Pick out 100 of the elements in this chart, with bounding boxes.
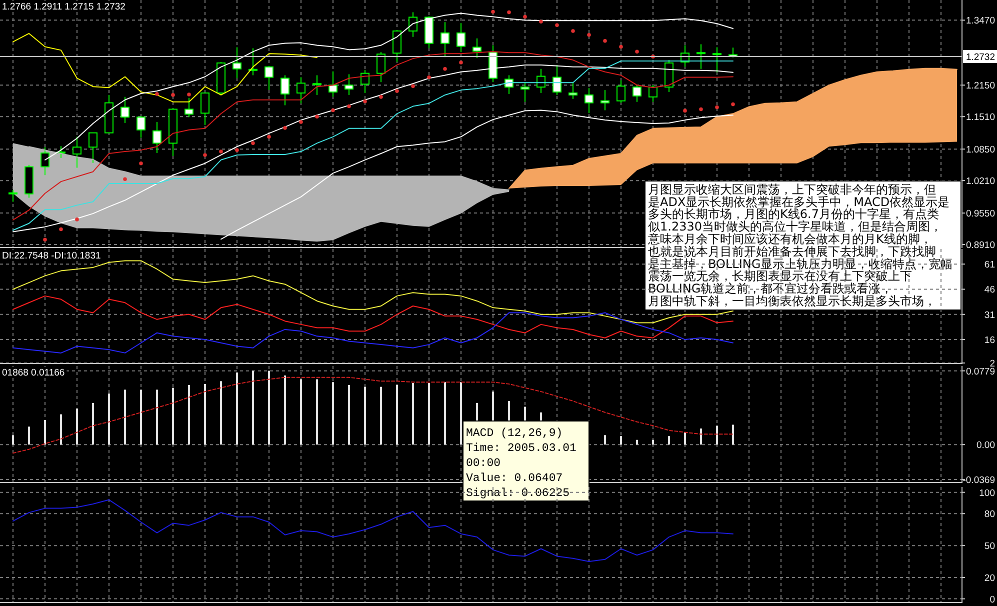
bar [460, 382, 462, 445]
bar [348, 384, 350, 445]
candlestick [392, 30, 402, 62]
y-tick-label: 0.00 [976, 440, 995, 452]
point [507, 10, 511, 14]
bar [604, 435, 606, 445]
point [427, 75, 431, 80]
point [699, 107, 703, 112]
y-tick-label: 1.2150 [966, 80, 995, 92]
y-tick-label: 61 [984, 260, 995, 271]
bar [380, 386, 382, 445]
point [619, 44, 623, 49]
point [459, 60, 463, 64]
annotation: 00:00 [466, 457, 501, 470]
candlestick [88, 132, 98, 164]
point [315, 114, 319, 119]
point [203, 153, 207, 157]
bar [236, 372, 238, 445]
line-series [12, 499, 734, 562]
candlestick [72, 136, 82, 168]
bar [332, 382, 334, 445]
candlestick [376, 52, 386, 83]
point [347, 104, 351, 108]
y-tick-label: -0.0369 [962, 475, 995, 486]
point [219, 150, 223, 154]
y-tick-label: 31 [984, 310, 995, 321]
candlestick [520, 82, 530, 102]
annotation: MACD (12,26,9) [466, 427, 563, 440]
point [59, 227, 63, 232]
annotation: Value: 0.06407 [466, 472, 563, 485]
candlestick [8, 189, 18, 202]
candlestick [184, 97, 194, 118]
bar [12, 435, 14, 445]
point [555, 23, 559, 27]
point [75, 218, 79, 222]
y-tick-label: 0.0779 [966, 366, 995, 378]
point [603, 38, 607, 43]
y-tick-label: 0.8910 [966, 240, 995, 252]
y-tick-label: 1.0850 [966, 144, 995, 156]
point [523, 14, 527, 19]
bar [252, 370, 254, 445]
bar [92, 402, 94, 445]
candlestick [232, 46, 242, 79]
point [571, 29, 575, 33]
annotation: 意味本月余下时间应该还有机会做本月的月K线的脚， [647, 232, 932, 246]
candlestick [136, 116, 146, 138]
chart-title: 01868 0.01166 [2, 368, 65, 378]
bar [412, 383, 414, 445]
bar [636, 440, 638, 445]
point [443, 66, 447, 71]
bar [28, 426, 30, 445]
y-tick-label: 100 [979, 488, 995, 499]
candlestick [152, 122, 162, 154]
y-tick-label: 1.1510 [966, 112, 995, 124]
bar [60, 414, 62, 445]
point [731, 102, 735, 106]
chart-title: DI:22.7548 -DI:10.1831 [2, 250, 101, 262]
bar [76, 408, 78, 445]
annotation: 是ADX显示长期依然掌握在多头手中，MACD依然显示是 [648, 194, 950, 209]
candlestick [632, 84, 642, 102]
candlestick [600, 90, 610, 111]
candlestick [360, 69, 370, 94]
bar [620, 436, 622, 445]
bar [396, 384, 398, 445]
bar [268, 370, 270, 445]
point [635, 50, 639, 54]
point [283, 126, 287, 130]
point [491, 10, 495, 14]
point [379, 95, 383, 99]
bar [140, 390, 142, 445]
bar [428, 383, 430, 445]
candlestick [568, 82, 578, 100]
candlestick [312, 74, 322, 96]
candlestick [456, 22, 466, 53]
line-series [12, 32, 318, 102]
bar [204, 384, 206, 445]
point [123, 177, 127, 181]
annotation: 似1.2330当时做头的高位十字星味道，但是结合周图， [648, 220, 942, 234]
bar [316, 379, 318, 445]
bar [700, 428, 702, 445]
y-tick-label: 0 [990, 594, 995, 606]
bar [124, 390, 126, 445]
candlestick [200, 92, 210, 126]
annotation: Time: 2005.03.01 [466, 442, 577, 455]
point [299, 120, 303, 124]
y-tick-label: 50 [984, 541, 995, 552]
bar [156, 390, 158, 445]
point [587, 33, 591, 37]
point [683, 108, 687, 113]
chart-title: 1.2766 1.2911 1.2715 1.2732 [2, 2, 126, 12]
candlestick [248, 48, 258, 76]
point [715, 105, 719, 110]
y-tick-label: 0.9550 [966, 208, 995, 220]
candlestick [280, 74, 290, 106]
y-tick-label: 1.3470 [966, 16, 995, 27]
point [539, 20, 543, 24]
y-tick-label: 1.0210 [966, 176, 995, 188]
bar [732, 424, 734, 445]
point [363, 99, 367, 104]
bar [44, 420, 46, 445]
